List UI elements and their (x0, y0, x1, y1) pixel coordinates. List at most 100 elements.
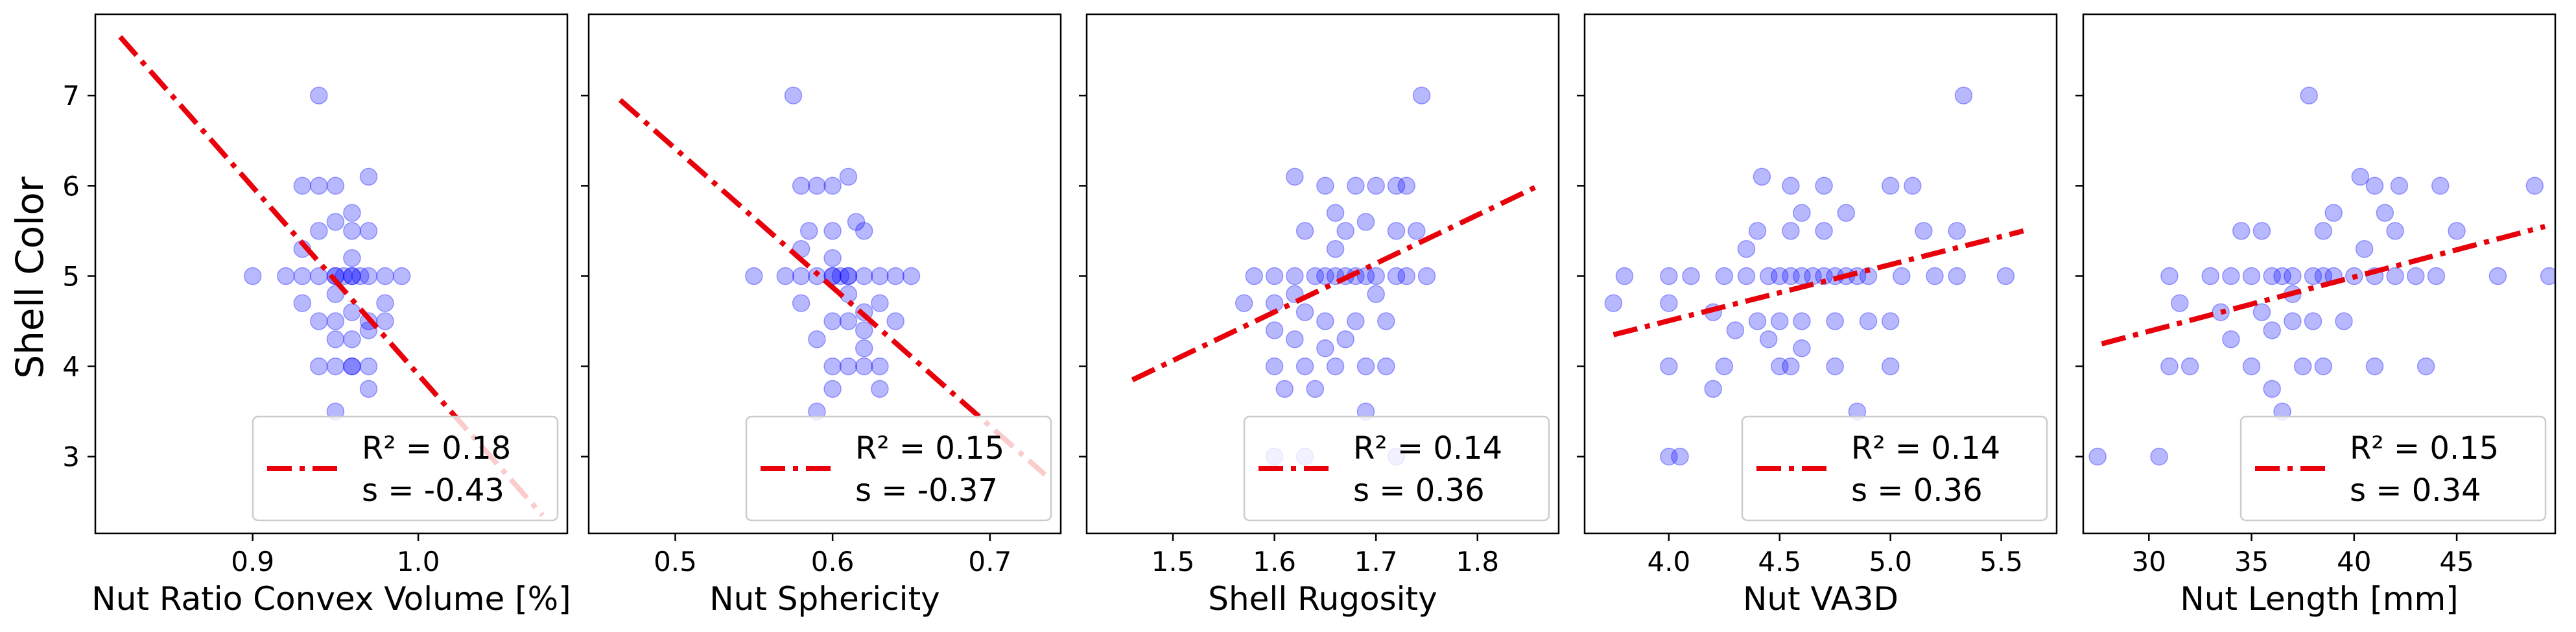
scatter-point (1377, 357, 1395, 376)
plot-area (618, 86, 1047, 477)
scatter-point (2351, 167, 2370, 186)
scatter-point (792, 267, 810, 286)
scatter-point (886, 312, 904, 330)
scatter-point (1782, 357, 1800, 376)
scatter-point (310, 222, 328, 240)
scatter-point (1306, 267, 1325, 286)
fit-line (2101, 224, 2546, 346)
scatter-point (1615, 267, 1634, 286)
scatter-point (1604, 294, 1623, 312)
scatter-point (1771, 312, 1789, 330)
scatter-point (343, 357, 361, 376)
fit-line (118, 35, 545, 517)
scatter-point (359, 167, 378, 186)
fit-line (1613, 228, 2024, 337)
scatter-point (2448, 222, 2466, 240)
scatter-point (855, 222, 873, 240)
scatter-point (2525, 176, 2544, 195)
scatter-point (1265, 267, 1284, 286)
scatter-point (1295, 222, 1314, 240)
axes-frame (94, 13, 569, 535)
scatter-point (1245, 267, 1264, 286)
scatter-point (839, 357, 858, 376)
scatter-point (1417, 267, 1436, 286)
plot-area (1131, 86, 1540, 466)
scatter-point (1387, 176, 1406, 195)
scatter-point (343, 249, 361, 267)
scatter-point (2150, 447, 2168, 466)
scatter-point (326, 357, 345, 376)
scatter-point (823, 222, 842, 240)
scatter-point (2386, 267, 2404, 286)
scatter-point (1660, 267, 1678, 286)
scatter-point (2263, 321, 2281, 339)
scatter-point (326, 213, 345, 231)
scatter-point (1837, 204, 1856, 222)
scatter-point (1235, 294, 1253, 312)
panel-1: 0.9 1.0 3 4 5 6 7 Nut Ratio Convex Volume [%] R²… (62, 13, 571, 618)
scatter-point (310, 267, 328, 286)
scatter-point (2431, 176, 2450, 195)
scatter-point (2284, 312, 2302, 330)
scatter-point (1904, 176, 1922, 195)
x-tick-label: 5.0 (1869, 546, 1912, 577)
scatter-point (1996, 267, 2015, 286)
panel-3: 1.5 1.6 1.7 1.8 Shell Rugosity R² = 0.14 s = 0… (1079, 13, 1560, 618)
scatter-point (1748, 312, 1767, 330)
scatter-point (1316, 267, 1334, 286)
x-tick-label: 45 (2439, 546, 2474, 577)
scatter-point (1660, 447, 1678, 466)
scatter-point (1412, 86, 1431, 104)
axes-frame (1583, 13, 2058, 535)
scatter-point (2324, 204, 2343, 222)
scatter-point (2088, 447, 2107, 466)
scatter-point (1660, 357, 1678, 376)
scatter-point (1826, 357, 1844, 376)
scatter-point (1726, 321, 1745, 339)
x-axis-label: Nut Length [mm] (2180, 580, 2458, 618)
scatter-point (1408, 222, 1426, 240)
y-tick-label: 3 (62, 441, 80, 473)
scatter-point (359, 267, 378, 286)
scatter-point (823, 380, 842, 398)
scatter-point (2335, 312, 2353, 330)
scatter-point (335, 267, 353, 286)
scatter-point (2263, 267, 2281, 286)
scatter-point (1826, 312, 1844, 330)
legend-box (252, 415, 559, 522)
scatter-point (1682, 267, 1700, 286)
scatter-point (243, 267, 262, 286)
scatter-point (871, 267, 889, 286)
y-axis-label: Shell Color (8, 176, 52, 379)
scatter-point (326, 330, 345, 348)
scatter-point (2416, 357, 2435, 376)
scatter-point (839, 267, 858, 286)
x-tick-label: 30 (2132, 546, 2166, 577)
scatter-point (1387, 267, 1406, 286)
axes-frame (587, 13, 1062, 535)
scatter-point (1316, 176, 1334, 195)
scatter-point (1265, 294, 1284, 312)
legend: R² = 0.18 s = -0.43 (252, 415, 559, 522)
scatter-point (1671, 447, 1689, 466)
scatter-point (1815, 267, 1833, 286)
panel-4: 4.0 4.5 5.0 5.5 Nut VA3D R² = 0.14 s = 0.36 (1577, 13, 2058, 618)
x-axis-label: Nut Sphericity (709, 580, 940, 618)
scatter-point (1793, 339, 1811, 358)
scatter-point (1397, 176, 1415, 195)
scatter-point (1347, 312, 1365, 330)
scatter-point (1954, 86, 1973, 104)
x-tick-label: 35 (2234, 546, 2269, 577)
scatter-point (310, 312, 328, 330)
scatter-point (2427, 267, 2446, 286)
scatter-point (1367, 267, 1385, 286)
scatter-point (839, 167, 858, 186)
scatter-point (847, 213, 866, 231)
scatter-point (1748, 222, 1767, 240)
scatter-point (2488, 267, 2507, 286)
x-tick-label: 1.5 (1152, 546, 1195, 577)
scatter-point (1387, 222, 1406, 240)
scatter-point (1948, 267, 1966, 286)
